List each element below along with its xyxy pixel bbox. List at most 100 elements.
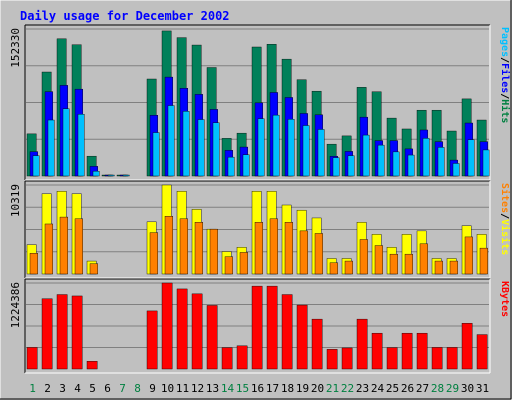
day-label: 31 (476, 382, 489, 395)
bar-sites (314, 233, 324, 275)
day-label: 16 (251, 382, 264, 395)
bar-pages (32, 155, 40, 177)
panel-visits-legend-item: Visits (499, 219, 511, 255)
panel-hits-legend-item: Files (499, 63, 511, 93)
bar-kbytes (431, 347, 443, 370)
bar-sites (359, 239, 369, 275)
bar-pages (257, 118, 265, 177)
day-label: 14 (221, 382, 235, 395)
day-label: 23 (356, 382, 369, 395)
day-label: 18 (281, 382, 294, 395)
day-label: 25 (386, 382, 399, 395)
bar-pages (272, 114, 280, 177)
bar-pages (152, 132, 160, 177)
bar-pages (287, 119, 295, 177)
day-label: 7 (119, 382, 126, 395)
day-label: 12 (191, 382, 204, 395)
bar-kbytes (371, 332, 383, 370)
bar-kbytes (86, 361, 98, 370)
bar-pages (377, 144, 385, 177)
bar-sites (44, 223, 54, 275)
day-label: 8 (134, 382, 141, 395)
day-label: 4 (74, 382, 81, 395)
bar-pages (362, 134, 370, 177)
bar-sites (449, 260, 459, 275)
bar-sites (179, 218, 189, 275)
bar-kbytes (56, 294, 68, 370)
bar-pages (347, 155, 355, 177)
bar-sites (194, 222, 204, 275)
day-label: 5 (89, 382, 96, 395)
bar-kbytes (26, 347, 38, 370)
day-label: 9 (149, 382, 156, 395)
panel-hits-legend-item: Hits (499, 99, 511, 123)
day-label: 20 (311, 382, 324, 395)
bar-sites (419, 243, 429, 275)
bar-pages (77, 114, 85, 177)
bar-kbytes (206, 305, 218, 370)
day-label: 29 (446, 382, 459, 395)
bar-kbytes (326, 349, 338, 370)
bar-pages (452, 163, 460, 177)
series-sites (29, 216, 489, 275)
day-label: 11 (176, 382, 189, 395)
bar-sites (479, 247, 489, 275)
bar-sites (224, 256, 234, 275)
bar-kbytes (356, 318, 368, 370)
day-label: 17 (266, 382, 279, 395)
day-label: 15 (236, 382, 249, 395)
day-label: 22 (341, 382, 354, 395)
bar-kbytes (161, 282, 173, 370)
bar-kbytes (296, 304, 308, 370)
panel-visits-legend-item: Sites (499, 183, 511, 213)
bar-kbytes (176, 288, 188, 370)
panel-visits-legend-item: / (499, 213, 510, 219)
chart-title: Daily usage for December 2002 (20, 9, 230, 23)
panel-visits-legend: Sites/Visits (499, 183, 511, 255)
bar-pages (182, 111, 190, 177)
day-label: 3 (59, 382, 66, 395)
panel-hits-legend-item: / (499, 93, 510, 99)
bar-kbytes (476, 334, 488, 370)
bar-pages (482, 149, 490, 177)
bar-pages (92, 170, 100, 177)
bar-sites (329, 262, 339, 275)
bar-pages (437, 147, 445, 177)
day-label: 1 (29, 382, 36, 395)
panel-hits-max-label: 152330 (9, 28, 22, 68)
bar-sites (74, 218, 84, 275)
day-label: 13 (206, 382, 219, 395)
day-label: 19 (296, 382, 309, 395)
panel-kbytes-max-label: 1224386 (9, 282, 22, 328)
bar-sites (209, 228, 219, 275)
bar-pages (197, 119, 205, 177)
bar-kbytes (221, 347, 233, 370)
bar-kbytes (461, 323, 473, 370)
bar-kbytes (251, 285, 263, 370)
bar-sites (344, 260, 354, 275)
bar-pages (422, 138, 430, 177)
bar-pages (407, 154, 415, 177)
day-label: 26 (401, 382, 414, 395)
day-label: 27 (416, 382, 429, 395)
day-label: 24 (371, 382, 385, 395)
bar-pages (107, 174, 115, 177)
series-kbytes (26, 282, 488, 370)
bar-kbytes (446, 347, 458, 370)
bar-sites (269, 218, 279, 275)
bar-pages (467, 139, 475, 177)
day-label: 28 (431, 382, 444, 395)
day-label: 30 (461, 382, 474, 395)
bar-pages (392, 151, 400, 177)
bar-sites (59, 216, 69, 275)
bar-sites (254, 222, 264, 275)
bar-pages (167, 105, 175, 177)
panel-visits-max-label: 10319 (9, 184, 22, 217)
series-pages (32, 105, 490, 177)
day-label: 10 (161, 382, 174, 395)
bar-kbytes (146, 310, 158, 370)
bar-sites (239, 252, 249, 275)
bar-pages (317, 129, 325, 177)
bar-kbytes (311, 318, 323, 370)
